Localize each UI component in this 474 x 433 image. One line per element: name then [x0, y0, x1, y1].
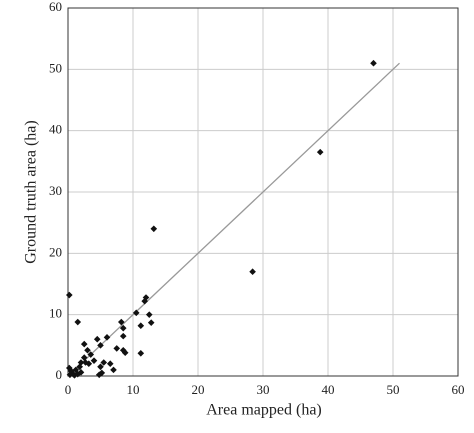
x-tick-label: 20: [192, 382, 205, 397]
data-point: [66, 291, 73, 299]
data-point: [87, 351, 95, 358]
data-point: [147, 319, 155, 326]
data-point: [97, 342, 104, 349]
x-tick-label: 0: [65, 382, 72, 397]
data-point: [74, 370, 82, 378]
data-point: [97, 363, 104, 371]
x-tick-label: 30: [257, 382, 270, 397]
y-tick-label: 20: [49, 244, 62, 259]
data-point: [100, 359, 108, 366]
data-point: [93, 335, 101, 343]
y-tick-label: 50: [49, 60, 62, 75]
data-point: [66, 371, 74, 379]
y-tick-label: 40: [49, 122, 62, 137]
data-point: [66, 364, 73, 372]
data-point: [80, 340, 88, 348]
data-point: [119, 346, 127, 354]
data-point: [119, 332, 127, 340]
data-point: [106, 360, 114, 368]
data-point: [132, 309, 140, 317]
x-tick-label: 60: [452, 382, 465, 397]
data-point: [118, 318, 125, 326]
data-point: [370, 59, 377, 67]
y-tick-label: 0: [56, 367, 63, 382]
data-point: [80, 354, 88, 361]
data-point: [145, 311, 153, 318]
data-point: [85, 360, 93, 368]
data-point: [137, 322, 145, 330]
y-axis-label: Ground truth area (ha): [23, 120, 40, 264]
data-point: [82, 359, 89, 366]
data-point: [98, 369, 106, 377]
data-point: [95, 371, 103, 379]
x-axis-label: Area mapped (ha): [206, 402, 322, 419]
data-point: [121, 349, 129, 356]
data-point: [113, 345, 121, 352]
x-tick-label: 10: [127, 382, 140, 397]
x-tick-label: 50: [387, 382, 400, 397]
data-point: [90, 357, 98, 364]
data-point: [150, 225, 158, 233]
data-point: [77, 369, 85, 376]
x-tick-label: 40: [322, 382, 335, 397]
y-tick-label: 60: [49, 0, 62, 14]
data-point: [249, 268, 256, 276]
data-point: [110, 366, 117, 374]
data-point: [103, 334, 111, 341]
plot-frame: [67, 7, 459, 377]
data-point: [76, 363, 83, 371]
y-tick-label: 30: [49, 183, 62, 198]
y-tick-label: 10: [49, 306, 62, 321]
data-point: [84, 346, 91, 354]
data-point: [119, 324, 127, 332]
data-point: [77, 359, 85, 366]
data-point: [74, 318, 82, 326]
data-point: [137, 350, 145, 357]
reference-line: [67, 62, 400, 377]
data-point: [316, 148, 324, 156]
data-point: [141, 297, 148, 305]
